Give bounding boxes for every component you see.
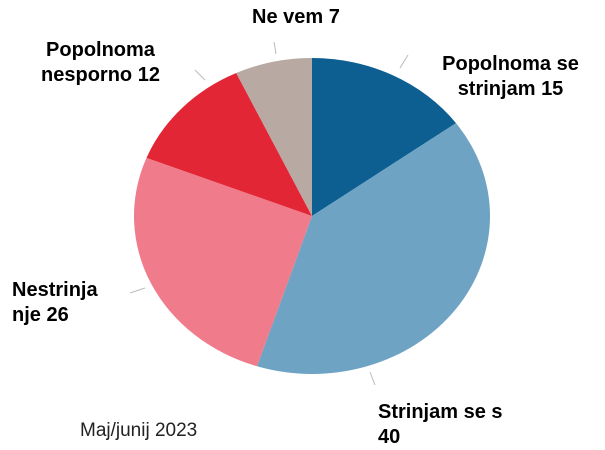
category-label: Ne vem <box>252 6 324 28</box>
leader-line <box>369 371 376 386</box>
leader-line <box>129 287 146 294</box>
pie-slice <box>134 157 312 367</box>
pie <box>134 58 491 375</box>
subtitle: Maj/junij 2023 <box>80 420 198 441</box>
slice-label: Nestrinjanje 26 <box>12 278 102 328</box>
pie-slice <box>256 123 491 375</box>
value-label: 40 <box>378 426 401 448</box>
slice-label: Popolnoma se strinjam 15 <box>438 52 583 102</box>
slice-label: Strinjam se s 40 <box>378 400 526 450</box>
category-label: Popolnoma se strinjam <box>442 53 579 100</box>
value-label: 12 <box>137 64 160 86</box>
value-label: 26 <box>46 304 69 326</box>
leader-lines <box>129 41 409 386</box>
leader-line <box>194 69 206 81</box>
leader-line <box>399 54 409 69</box>
category-label: Popolnoma nesporno <box>41 39 155 86</box>
slice-label: Ne vem 7 <box>252 5 340 30</box>
pie-slice <box>146 73 312 216</box>
value-label: 15 <box>541 78 564 100</box>
category-label: Strinjam se s <box>378 401 503 423</box>
leader-line <box>273 41 277 55</box>
value-label: 7 <box>328 6 340 28</box>
pie-slice <box>236 58 312 216</box>
category-label: Nestrinjanje <box>12 279 98 326</box>
slice-label: Popolnoma nesporno 12 <box>28 38 173 88</box>
pie-slice <box>312 58 457 216</box>
